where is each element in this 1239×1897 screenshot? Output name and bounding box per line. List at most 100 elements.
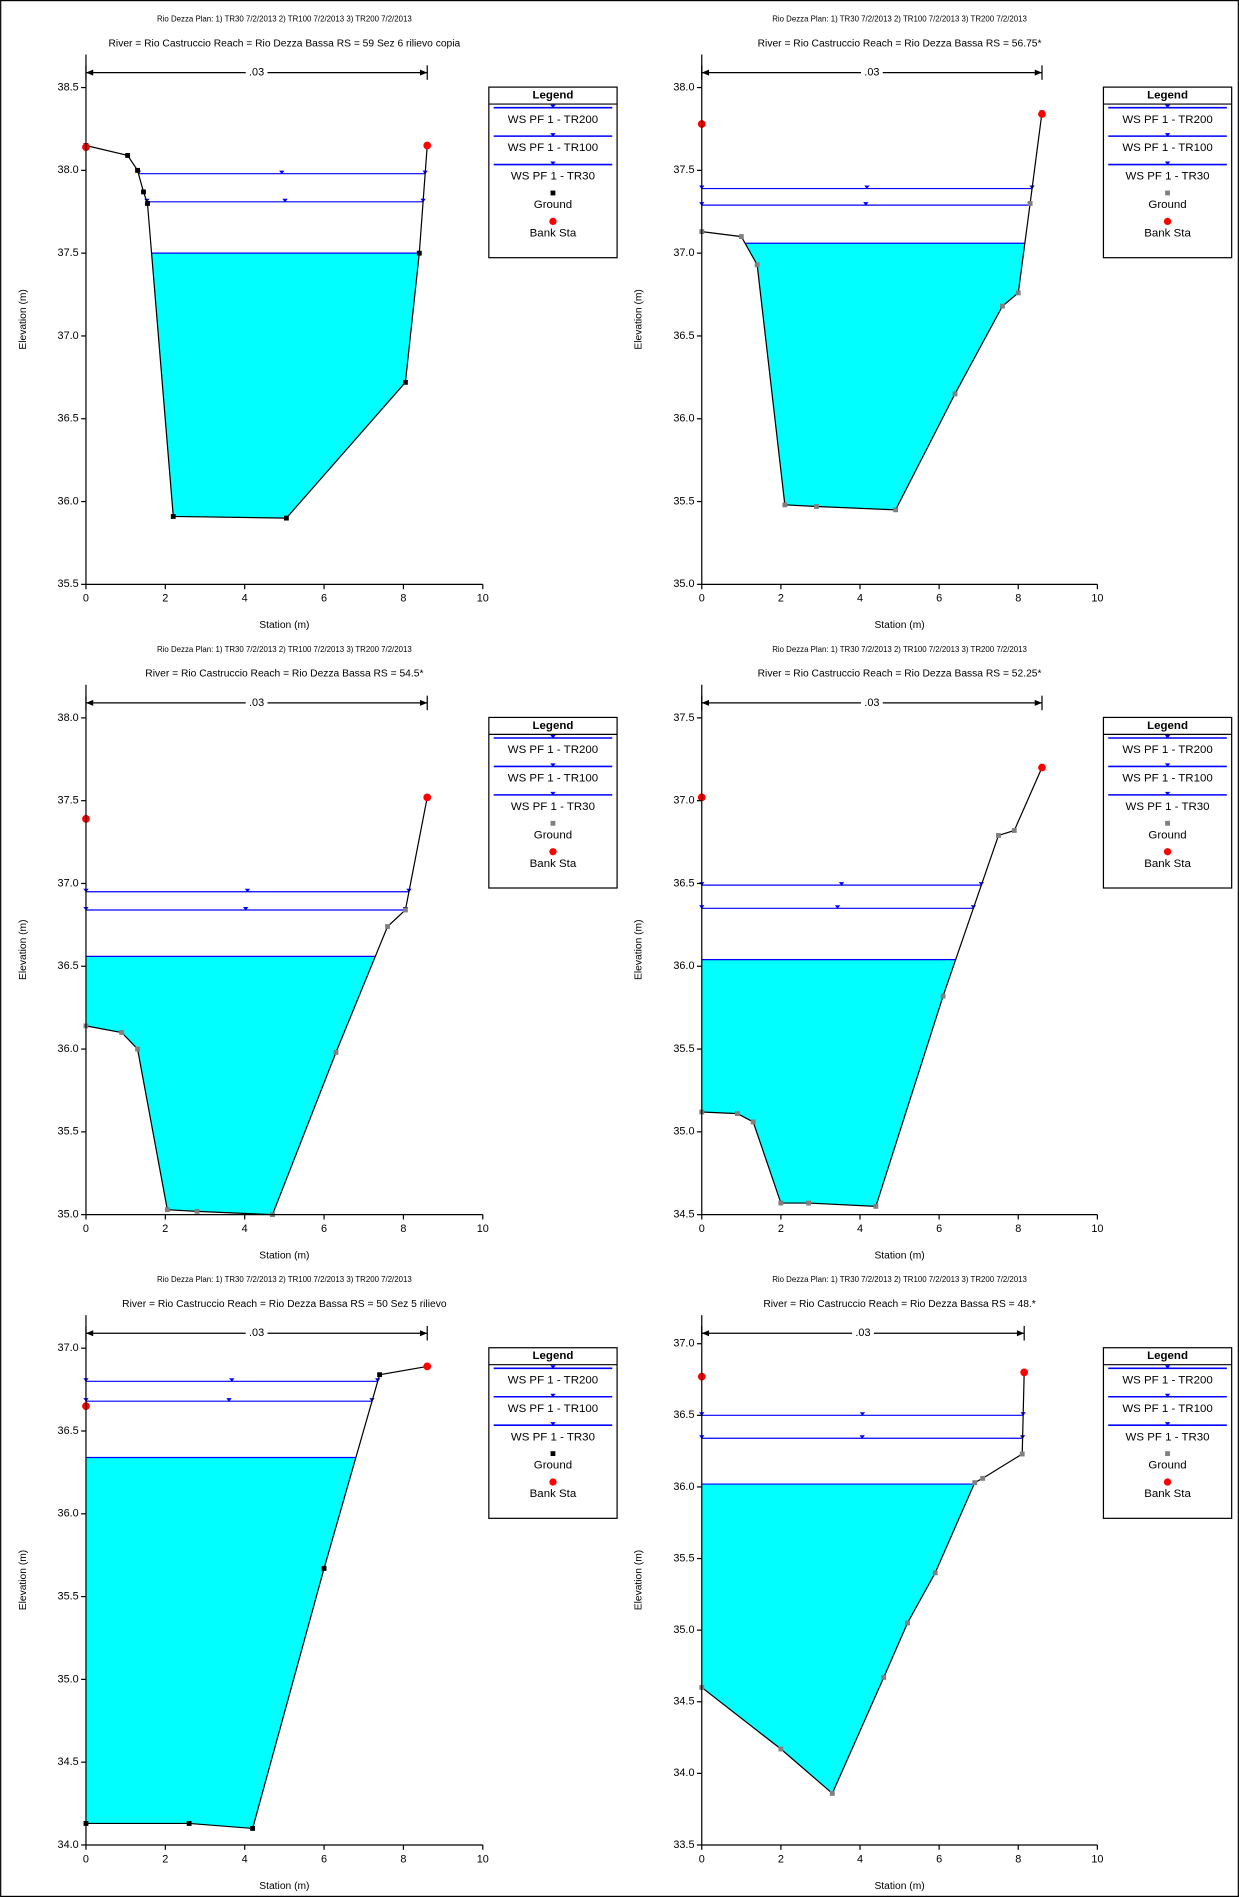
x-tick-label: 10 — [477, 593, 489, 605]
chart-title: River = Rio Castruccio Reach = Rio Dezza… — [122, 1299, 447, 1310]
legend-bank-marker — [549, 848, 557, 856]
ground-point — [1000, 303, 1005, 309]
y-tick-label: 38.0 — [58, 164, 79, 176]
ground-point — [881, 1674, 887, 1680]
ground-point — [283, 515, 289, 521]
ground-point — [980, 1475, 986, 1481]
legend-label: Bank Sta — [1144, 858, 1191, 870]
ground-point — [750, 1119, 756, 1125]
x-tick-label: 6 — [936, 1853, 942, 1865]
legend-ws-marker — [1164, 1365, 1171, 1369]
y-tick-label: 38.5 — [58, 81, 79, 93]
x-tick-label: 0 — [699, 1223, 705, 1235]
ground-point — [145, 201, 150, 206]
ground-point — [778, 1200, 784, 1206]
legend-label: WS PF 1 - TR100 — [1122, 773, 1212, 785]
y-tick-label: 36.5 — [58, 960, 79, 972]
n-label: .03 — [249, 1327, 264, 1339]
legend-label: Ground — [534, 1460, 572, 1472]
legend-ground-marker — [550, 190, 556, 196]
legend-label: WS PF 1 - TR30 — [511, 801, 595, 813]
x-tick-label: 6 — [321, 1223, 327, 1235]
ground-line — [85, 1365, 428, 1830]
n-label-bg — [860, 696, 883, 709]
legend-ground-marker — [550, 1451, 556, 1457]
y-tick-label: 35.5 — [58, 578, 79, 590]
x-tick-label: 4 — [242, 593, 248, 605]
ground-point — [125, 153, 131, 158]
legend-ws-marker — [1164, 161, 1171, 166]
ground-point — [940, 993, 946, 999]
x-tick-label: 6 — [936, 1223, 942, 1235]
legend-label: WS PF 1 - TR30 — [1126, 1431, 1210, 1443]
y-tick-label: 36.0 — [673, 413, 694, 425]
x-tick-label: 4 — [857, 1853, 863, 1865]
plan-header: Rio Dezza Plan: 1) TR30 7/2/2013 2) TR10… — [157, 645, 412, 654]
y-axis-label: Elevation (m) — [18, 919, 29, 979]
y-tick-label: 35.0 — [673, 578, 694, 590]
legend-label: Ground — [534, 199, 572, 211]
ground-point — [738, 234, 744, 240]
legend-label: Ground — [534, 829, 572, 841]
y-axis-label: Elevation (m) — [18, 289, 29, 349]
bank-station — [1038, 110, 1046, 118]
y-tick-label: 36.0 — [58, 495, 79, 507]
x-tick-label: 0 — [699, 1853, 705, 1865]
y-tick-label: 37.0 — [673, 1338, 694, 1350]
x-tick-label: 2 — [162, 1223, 168, 1235]
x-tick-label: 10 — [1091, 1853, 1103, 1865]
legend-label: Ground — [1148, 1460, 1186, 1472]
x-tick-label: 0 — [699, 593, 705, 605]
y-tick-label: 36.5 — [673, 1409, 694, 1421]
y-tick-label: 36.0 — [58, 1508, 79, 1520]
legend-bank-marker — [1163, 217, 1172, 226]
n-label: .03 — [864, 66, 879, 78]
x-tick-label: 8 — [400, 593, 406, 605]
bank-station — [1020, 1368, 1029, 1377]
ground-point — [416, 250, 422, 256]
legend-ws-marker — [1164, 734, 1171, 739]
legend-ws-marker — [550, 763, 556, 768]
y-tick-label: 35.0 — [58, 1209, 79, 1221]
ground-point — [402, 907, 408, 913]
legend-ws-marker — [550, 734, 556, 739]
ws-marker — [859, 1435, 865, 1439]
ws-marker — [859, 1412, 866, 1416]
legend-label: Bank Sta — [1144, 228, 1191, 240]
legend-ws-marker — [550, 1393, 556, 1398]
ground-point — [806, 1200, 812, 1206]
y-tick-label: 35.5 — [58, 1126, 79, 1138]
legend-title: Legend — [1147, 1350, 1188, 1362]
x-tick-label: 8 — [400, 1223, 406, 1235]
legend-ws-marker — [550, 1365, 556, 1369]
y-tick-label: 37.5 — [58, 795, 79, 807]
legend-label: WS PF 1 - TR100 — [508, 773, 598, 785]
x-axis-label: Station (m) — [259, 620, 309, 631]
bank-station — [423, 1362, 432, 1371]
x-tick-label: 6 — [321, 1853, 327, 1865]
n-label: .03 — [249, 697, 264, 709]
ground-point — [333, 1049, 339, 1055]
legend-title: Legend — [533, 90, 574, 102]
legend-label: WS PF 1 - TR30 — [511, 1431, 595, 1443]
ground-point — [952, 391, 958, 397]
x-tick-label: 4 — [242, 1853, 248, 1865]
y-axis-label: Elevation (m) — [634, 289, 645, 349]
y-axis-label: Elevation (m) — [634, 1550, 645, 1610]
y-tick-label: 34.5 — [673, 1209, 694, 1221]
plan-header: Rio Dezza Plan: 1) TR30 7/2/2013 2) TR10… — [772, 1275, 1027, 1284]
ground-line — [85, 144, 428, 519]
plan-header: Rio Dezza Plan: 1) TR30 7/2/2013 2) TR10… — [157, 1275, 412, 1284]
bank-station — [423, 141, 432, 150]
ws-marker — [864, 185, 870, 190]
y-tick-label: 37.0 — [58, 1342, 79, 1354]
x-tick-label: 0 — [83, 1853, 89, 1865]
x-axis-label: Station (m) — [874, 1251, 924, 1262]
ground-point — [141, 189, 146, 195]
ground-point — [250, 1825, 256, 1831]
plan-header: Rio Dezza Plan: 1) TR30 7/2/2013 2) TR10… — [772, 645, 1027, 654]
ground-point — [1027, 201, 1033, 206]
y-tick-label: 36.0 — [58, 1043, 79, 1055]
y-tick-label: 34.5 — [673, 1696, 694, 1708]
ground-point — [829, 1791, 835, 1796]
